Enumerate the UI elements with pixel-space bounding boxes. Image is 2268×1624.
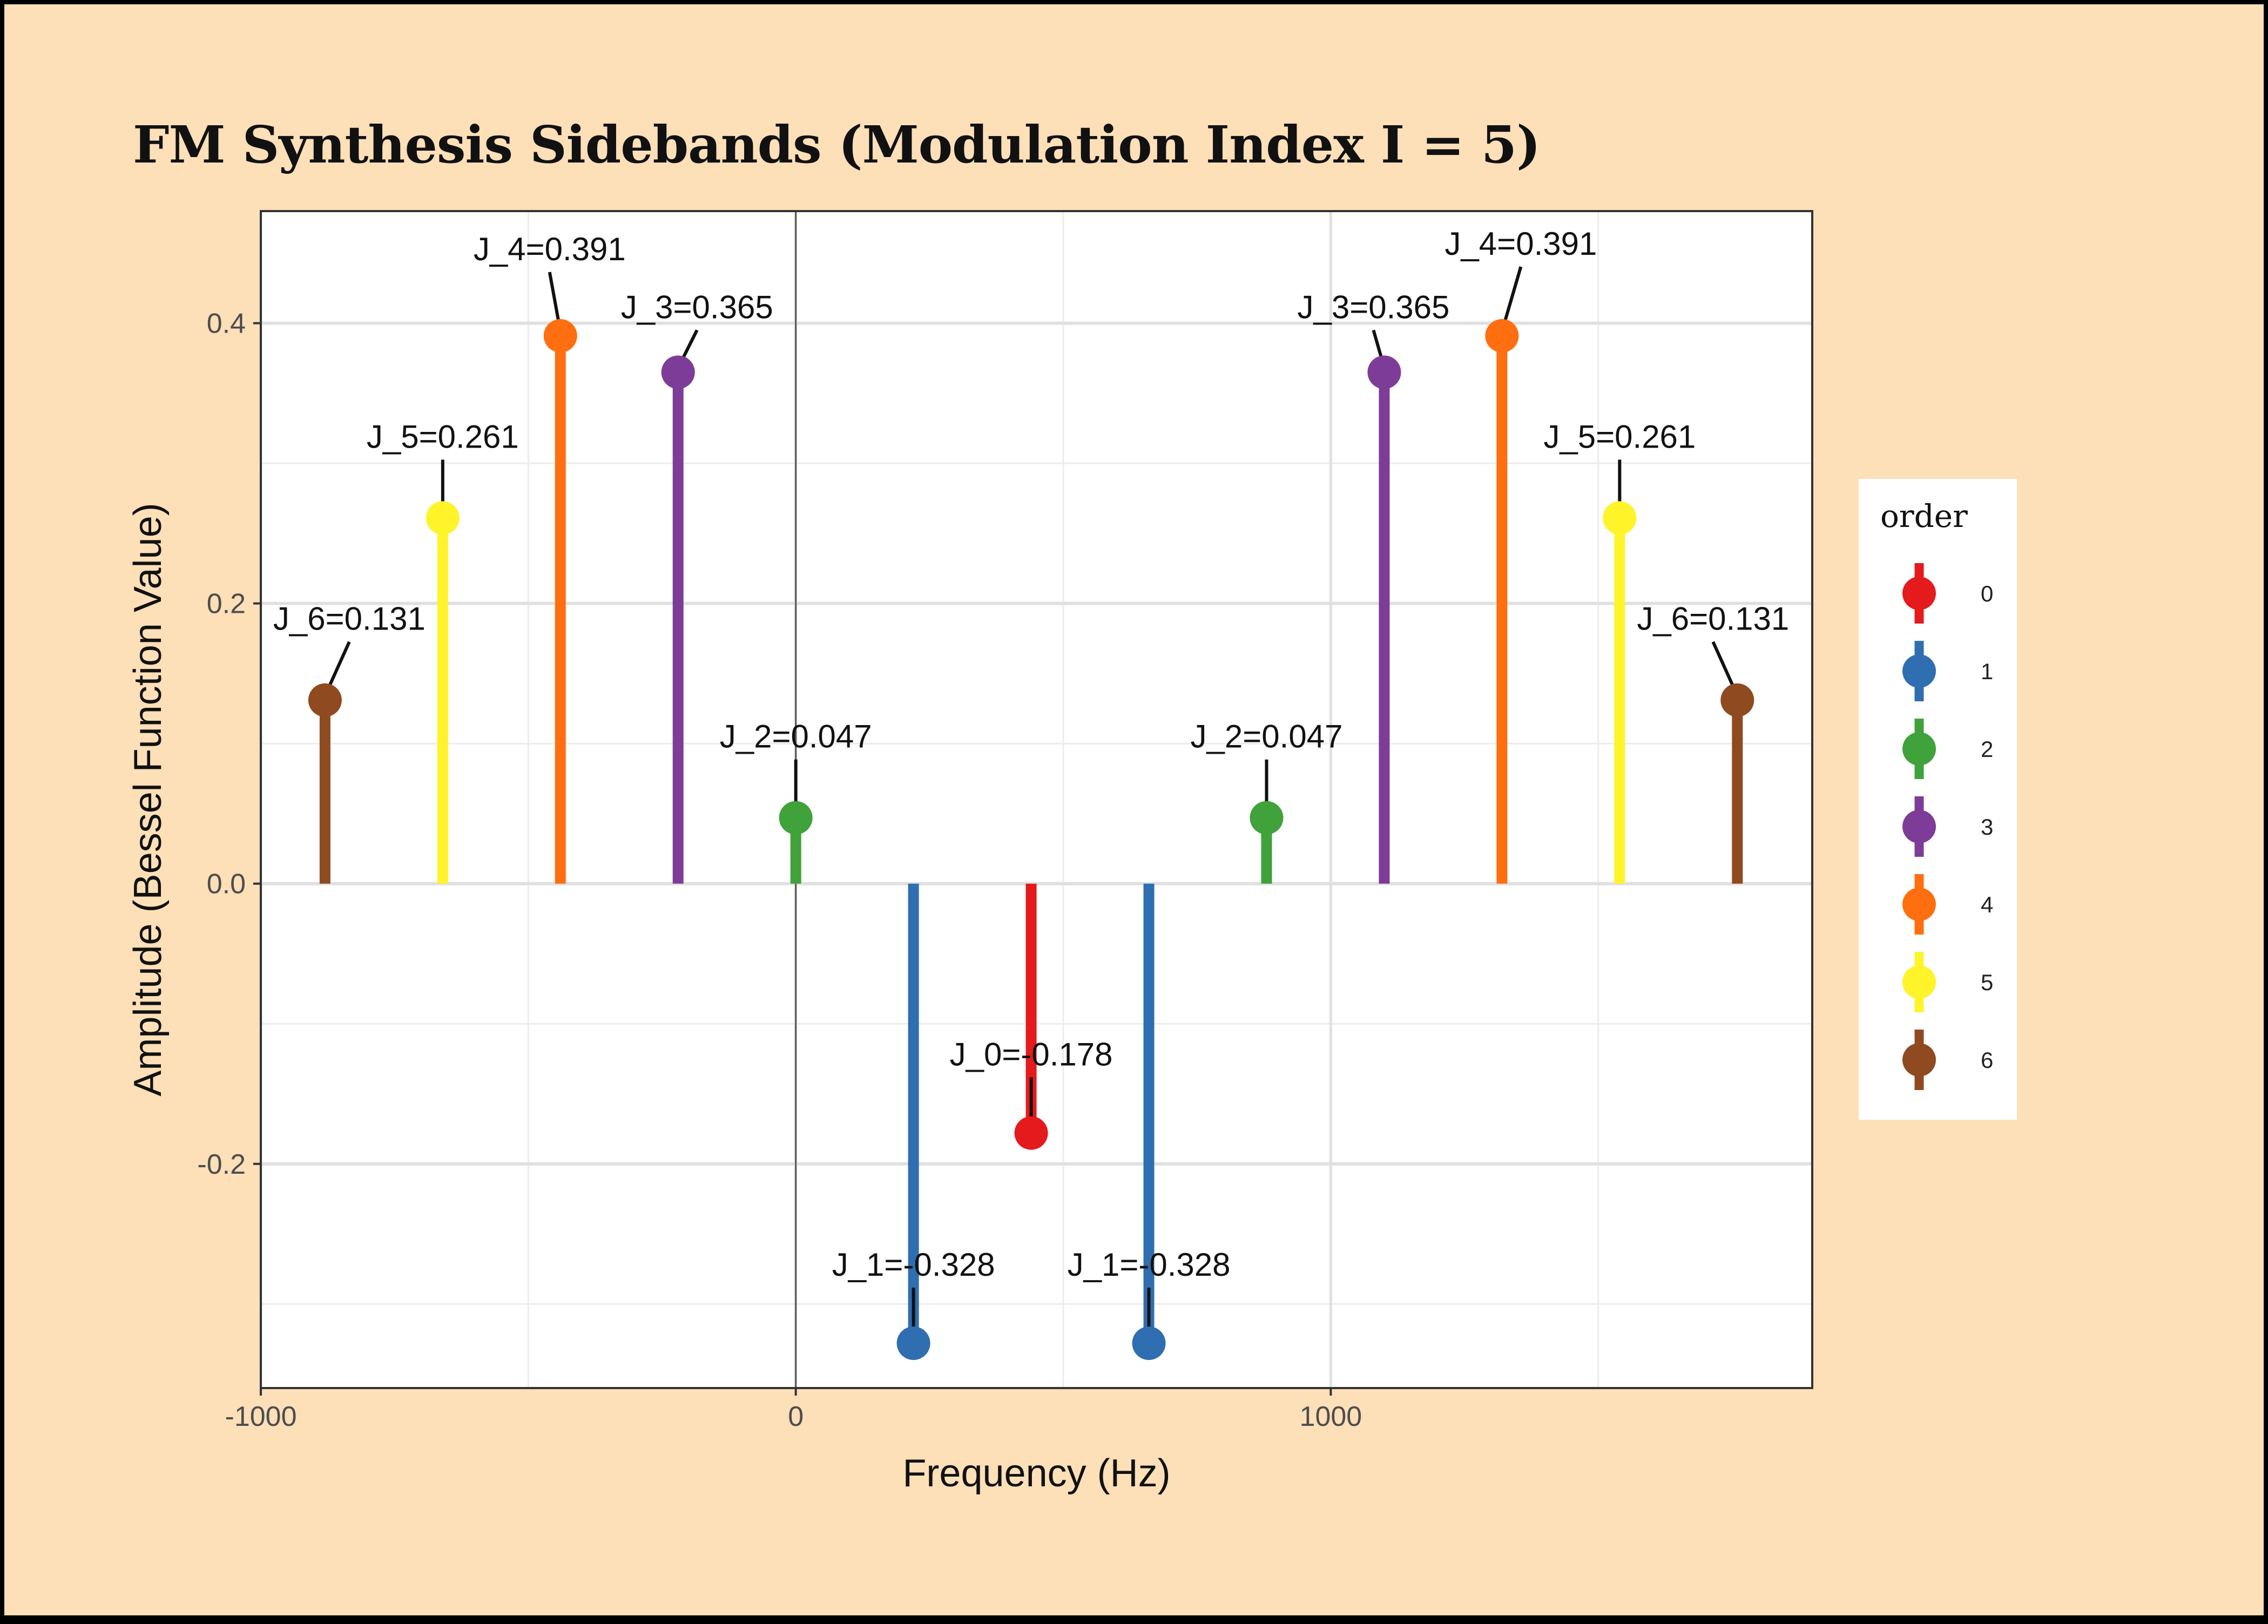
point-order-3 (661, 355, 695, 389)
data-label-order-2: J_2=0.047 (720, 719, 872, 755)
point-order-3 (1367, 355, 1401, 389)
point-order-6 (1720, 683, 1754, 717)
data-label-order-3: J_3=0.365 (621, 289, 773, 325)
legend-key-point (1902, 810, 1936, 843)
point-order-4 (543, 319, 577, 353)
legend-item-1: 1 (1902, 641, 1993, 701)
stem-points (308, 319, 1754, 1360)
data-label-order-5: J_5=0.261 (367, 418, 519, 455)
legend-label: 2 (1981, 736, 1993, 762)
point-order-2 (1250, 801, 1284, 835)
data-label-order-3: J_3=0.365 (1297, 289, 1449, 325)
plot-border (260, 210, 1813, 1389)
legend: order 0 1 2 3 4 5 6 (1859, 479, 2017, 1120)
legend-background (1859, 479, 2017, 1120)
data-label-order-4: J_4=0.391 (1444, 226, 1597, 262)
point-order-2 (779, 801, 813, 835)
legend-label: 0 (1981, 581, 1993, 606)
legend-label: 5 (1981, 970, 1993, 995)
data-label-order-4: J_4=0.391 (474, 231, 626, 267)
data-label-order-6: J_6=0.131 (1637, 601, 1789, 637)
axis-ticks: -1000 0 1000 -0.2 0.0 0.2 0.4 (197, 308, 1362, 1432)
point-order-6 (308, 683, 342, 717)
legend-label: 6 (1981, 1047, 1993, 1073)
legend-item-0: 0 (1902, 563, 1993, 624)
data-label-order-5: J_5=0.261 (1543, 418, 1696, 455)
point-order-5 (426, 501, 460, 535)
legend-key-point (1902, 732, 1936, 766)
data-label-order-1: J_1=-0.328 (832, 1247, 995, 1283)
y-tick-label: 0.4 (207, 308, 246, 340)
y-axis-title: Amplitude (Bessel Function Value) (126, 503, 170, 1096)
legend-item-4: 4 (1902, 874, 1993, 935)
legend-label: 1 (1981, 659, 1993, 684)
x-axis-title: Frequency (Hz) (902, 1452, 1170, 1495)
data-label-order-0: J_0=-0.178 (950, 1037, 1113, 1073)
point-order-0 (1014, 1116, 1048, 1150)
data-labels: J_6=0.131 J_5=0.261 J_4=0.391 J_3=0.365 J_2=… (273, 226, 1789, 1283)
legend-key-point (1902, 965, 1936, 999)
point-order-5 (1603, 501, 1637, 535)
legend-key-point (1902, 654, 1936, 688)
legend-item-6: 6 (1902, 1030, 1993, 1090)
y-tick-label: -0.2 (197, 1149, 246, 1180)
legend-item-5: 5 (1902, 952, 1993, 1012)
point-order-1 (896, 1326, 930, 1360)
legend-items: 0 1 2 3 4 5 6 (1902, 563, 1993, 1090)
x-tick-label: 0 (788, 1401, 804, 1432)
y-tick-label: 0.0 (207, 869, 246, 900)
y-tick-label: 0.2 (207, 588, 246, 620)
legend-key-point (1902, 888, 1936, 921)
legend-item-3: 3 (1902, 796, 1993, 857)
legend-title: order (1880, 498, 1968, 534)
legend-label: 4 (1981, 892, 1993, 917)
data-label-order-6: J_6=0.131 (273, 601, 426, 637)
plot-panel (261, 211, 1812, 1388)
legend-key-point (1902, 577, 1936, 610)
point-order-1 (1132, 1326, 1166, 1360)
x-tick-label: -1000 (225, 1401, 297, 1432)
data-label-order-2: J_2=0.047 (1191, 719, 1343, 755)
legend-label: 3 (1981, 814, 1993, 840)
chart-svg: J_6=0.131 J_5=0.261 J_4=0.391 J_3=0.365 J_2=… (126, 210, 2017, 1495)
chart-title: FM Synthesis Sidebands (Modulation Index… (133, 115, 1541, 175)
point-order-4 (1485, 319, 1519, 353)
data-label-order-1: J_1=-0.328 (1068, 1247, 1231, 1283)
legend-key-point (1902, 1043, 1936, 1077)
legend-item-2: 2 (1902, 719, 1993, 779)
x-tick-label: 1000 (1300, 1401, 1362, 1432)
